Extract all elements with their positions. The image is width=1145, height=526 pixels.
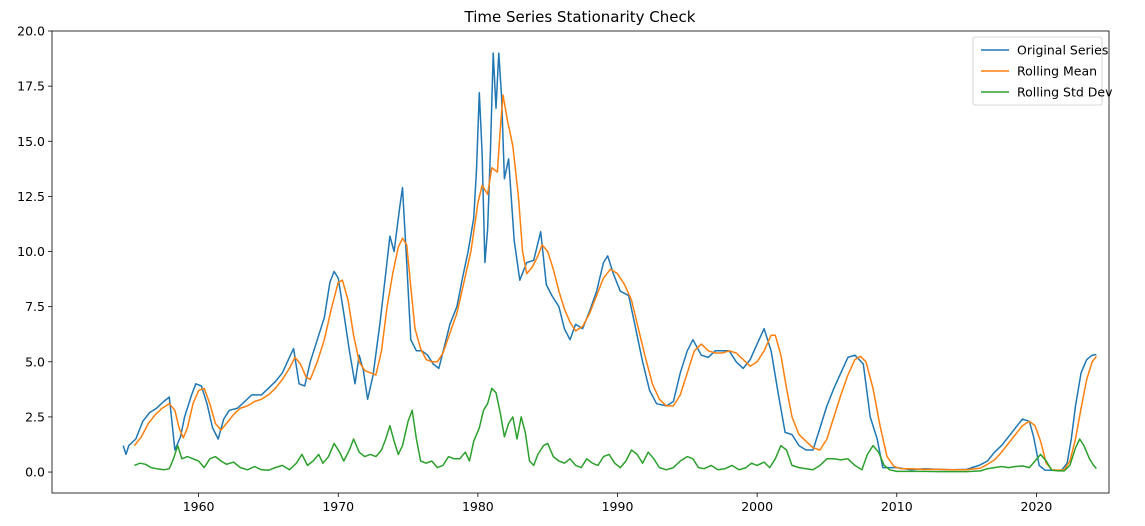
y-tick-label: 20.0 [17,24,45,39]
x-axis: 1960 1970 1980 1990 2000 2010 2020 [183,493,1052,514]
legend-label-2: Rolling Std Dev [1017,85,1113,100]
legend-label-1: Rolling Mean [1017,64,1097,79]
plot-frame [51,30,1110,494]
x-tick-label: 1980 [462,499,494,514]
legend-box [972,36,1103,106]
y-tick-label: 7.5 [25,299,45,314]
plot-area-background [52,31,1109,493]
y-tick-label: 0.0 [25,465,45,480]
legend: Original Series Rolling Mean Rolling Std D… [972,36,1113,106]
x-tick-label: 1960 [183,499,215,514]
x-tick-label: 1970 [322,499,354,514]
y-tick-label: 5.0 [25,354,45,369]
y-tick-label: 2.5 [25,409,45,424]
legend-label-0: Original Series [1017,43,1108,58]
x-tick-label: 2010 [881,499,913,514]
y-tick-label: 12.5 [17,189,45,204]
y-axis: 0.0 2.5 5.0 7.5 10.0 12.5 15.0 17.5 20.0 [17,24,52,480]
series-line-1 [133,94,1097,472]
y-tick-label: 15.0 [17,134,45,149]
y-tick-label: 17.5 [17,79,45,94]
y-tick-label: 10.0 [17,244,45,259]
series-line-2 [134,387,1097,473]
series-layer [122,52,1097,473]
x-tick-label: 2000 [741,499,773,514]
chart-title: Time Series Stationarity Check [464,8,696,26]
x-tick-label: 2020 [1020,499,1052,514]
x-tick-label: 1990 [602,499,634,514]
series-line-0 [122,52,1097,472]
